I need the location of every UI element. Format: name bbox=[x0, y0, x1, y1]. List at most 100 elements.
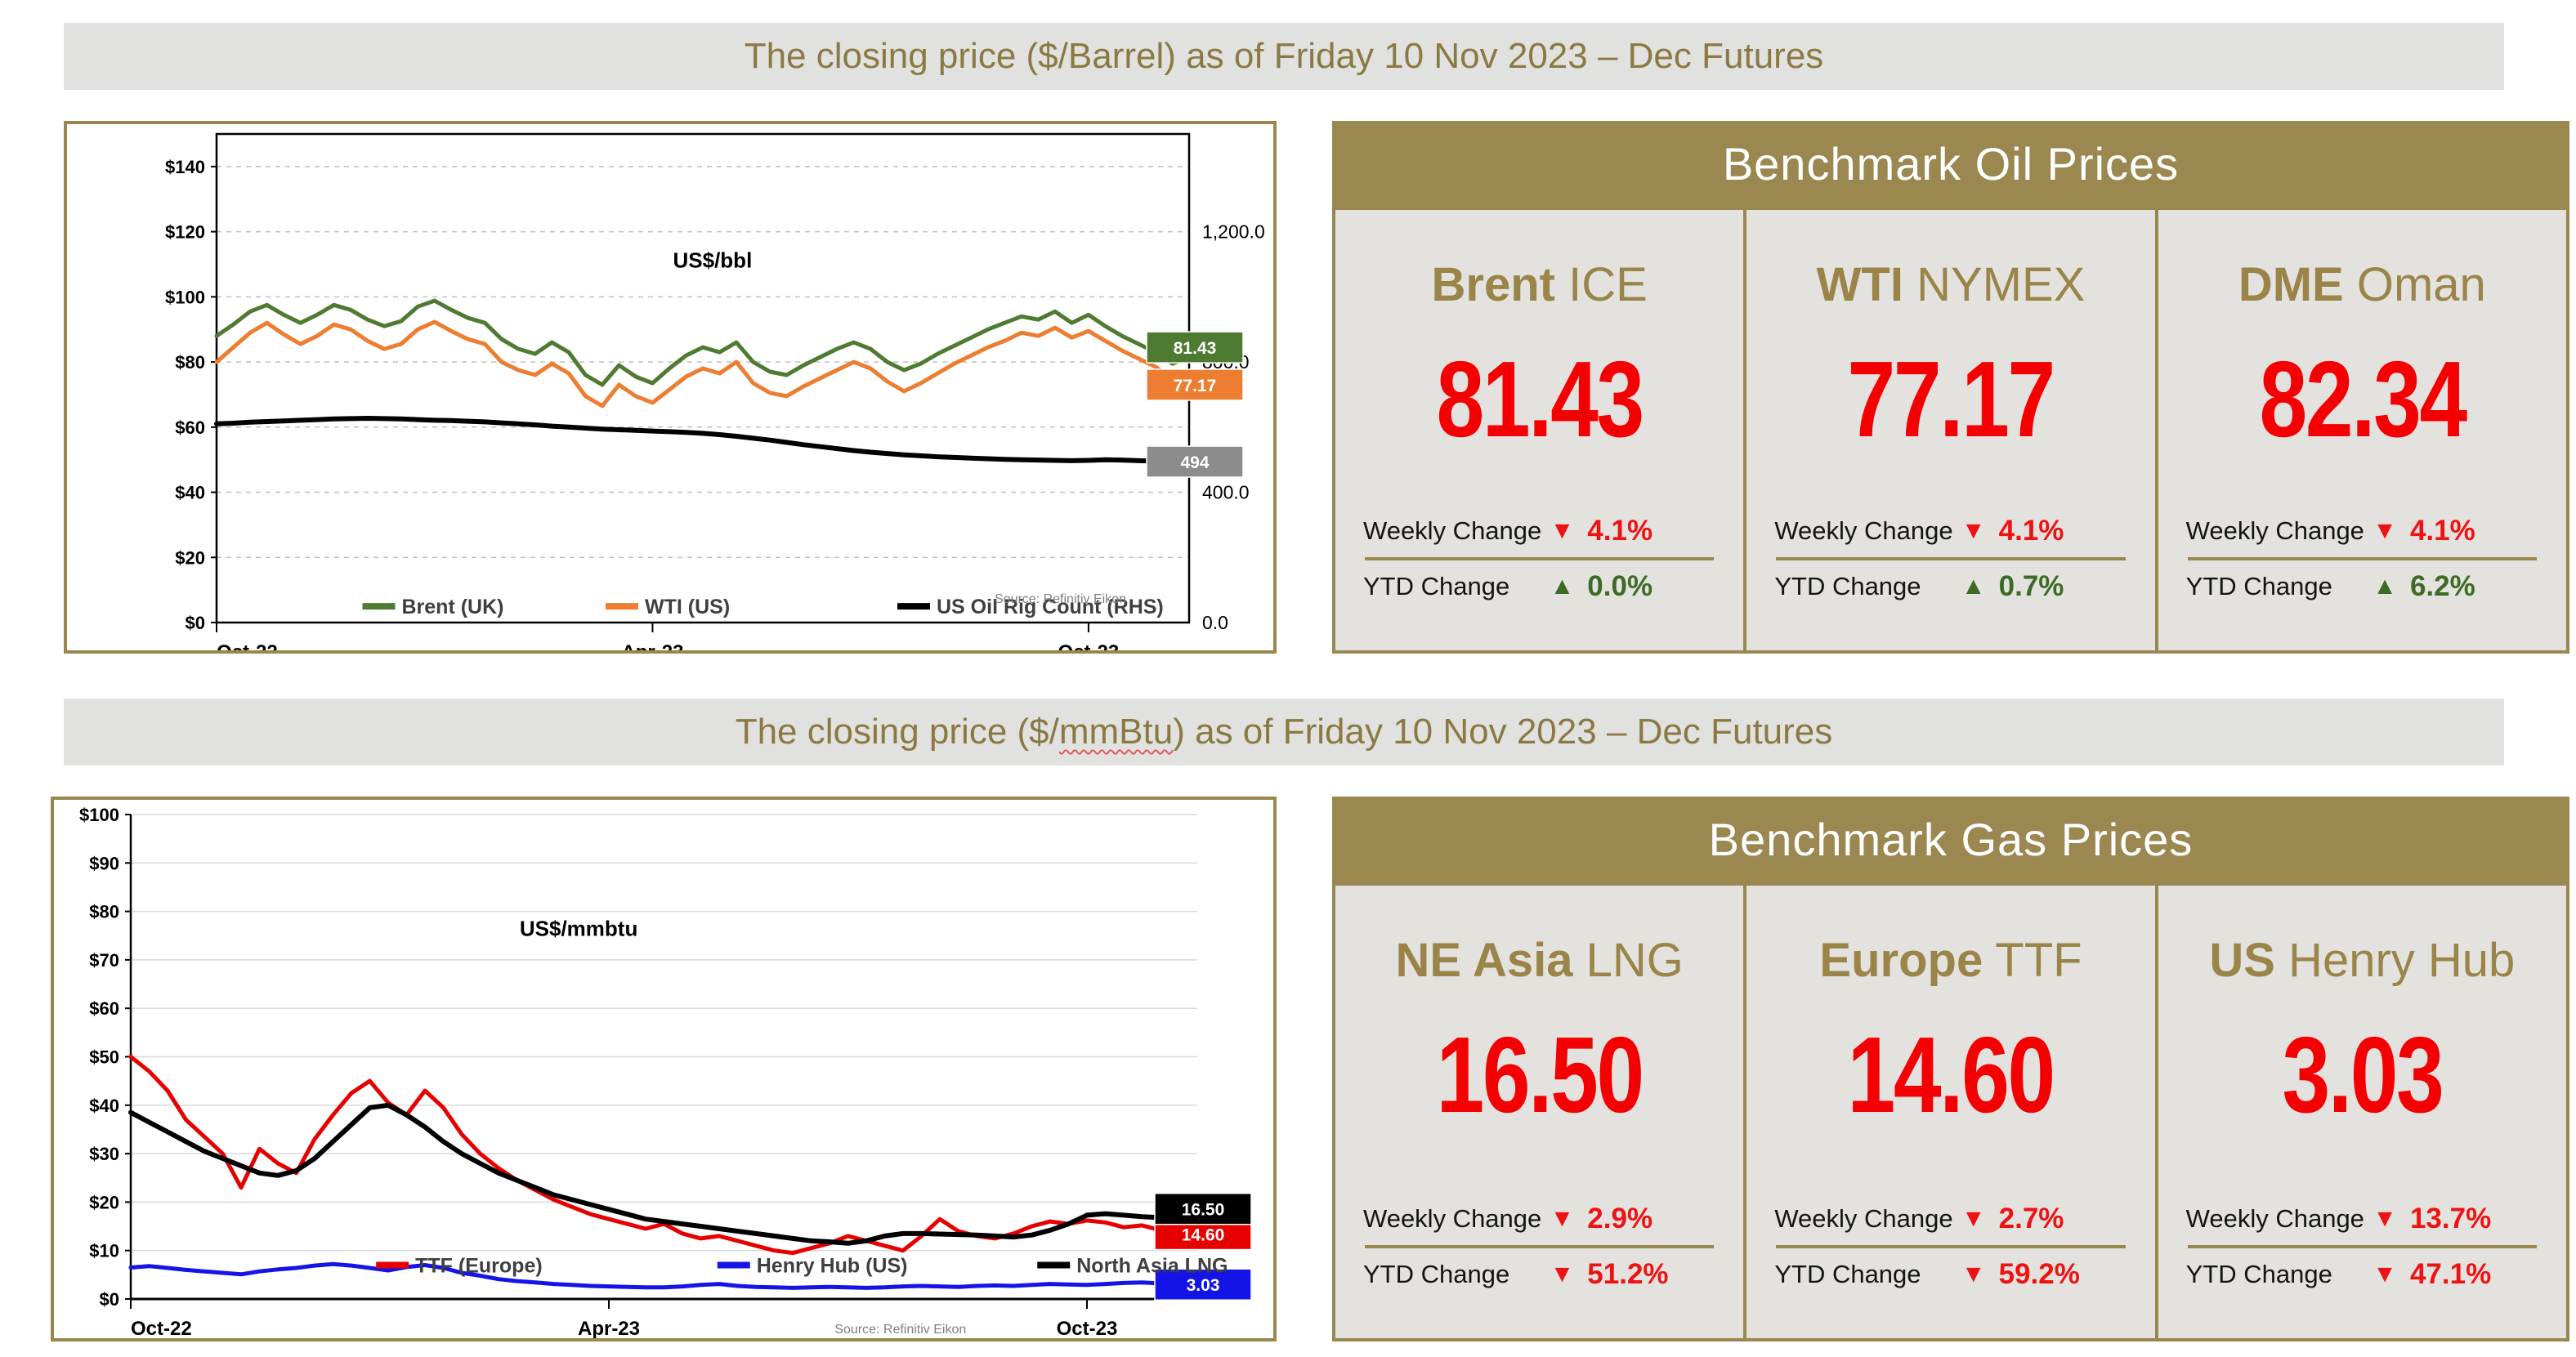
up-triangle-icon: ▲ bbox=[1961, 573, 1986, 600]
svg-text:Oct-22: Oct-22 bbox=[217, 641, 278, 650]
weekly-change-row: Weekly Change ▼ 2.7% bbox=[1774, 1198, 2127, 1240]
svg-text:77.17: 77.17 bbox=[1174, 377, 1217, 395]
column-title-rest: Oman bbox=[2343, 258, 2486, 311]
weekly-change-row: Weekly Change ▼ 13.7% bbox=[2186, 1198, 2538, 1240]
benchmark-gas-panel-body: NE Asia LNG 16.50 Weekly Change ▼ 2.9% YT… bbox=[1332, 882, 2569, 1341]
change-rows: Weekly Change ▼ 2.7% YTD Change ▼ 59.2% bbox=[1746, 1198, 2154, 1338]
weekly-change-label: Weekly Change bbox=[2185, 1204, 2364, 1233]
column-title-rest: Henry Hub bbox=[2274, 934, 2516, 987]
benchmark-column-neasia-lng: NE Asia LNG 16.50 Weekly Change ▼ 2.9% YT… bbox=[1335, 886, 1744, 1338]
column-title-rest: ICE bbox=[1554, 258, 1648, 311]
ytd-change-value: 0.0% bbox=[1587, 570, 1653, 602]
column-title-bold: Brent bbox=[1431, 258, 1555, 311]
oil-price-chart: $0$20$40$60$80$100$120$1400.0400.0800.01… bbox=[165, 132, 1265, 650]
column-title: Europe TTF bbox=[1819, 933, 2082, 988]
svg-text:$0: $0 bbox=[100, 1289, 119, 1310]
svg-text:Henry Hub (US): Henry Hub (US) bbox=[757, 1254, 908, 1277]
column-title: DME Oman bbox=[2238, 257, 2486, 312]
ytd-change-label: YTD Change bbox=[2185, 572, 2332, 600]
gas-banner-title-pre: The closing price ($/ bbox=[735, 712, 1059, 752]
svg-text:WTI (US): WTI (US) bbox=[645, 596, 730, 618]
svg-text:$30: $30 bbox=[89, 1144, 119, 1164]
svg-text:$70: $70 bbox=[89, 950, 119, 971]
column-title-bold: WTI bbox=[1816, 258, 1903, 311]
row-divider bbox=[1365, 557, 1715, 560]
down-triangle-icon: ▼ bbox=[1961, 517, 1986, 544]
gas-price-chart-card: $0 $10 $20 $30 $40 $50 $60 $70 $80 $90 $100 Oct-22 A… bbox=[51, 797, 1277, 1341]
down-triangle-icon: ▼ bbox=[1550, 517, 1575, 544]
up-triangle-icon: ▲ bbox=[1550, 573, 1575, 600]
gas-banner-title-unit: mmBtu bbox=[1058, 712, 1174, 752]
benchmark-column-us-henry-hub: US Henry Hub 3.03 Weekly Change ▼ 13.7% Y… bbox=[2158, 886, 2566, 1338]
svg-text:$100: $100 bbox=[79, 805, 119, 825]
column-title-rest: NYMEX bbox=[1903, 258, 2086, 311]
price-value: 77.17 bbox=[1847, 339, 2056, 459]
down-triangle-icon: ▼ bbox=[1550, 1205, 1575, 1232]
svg-text:14.60: 14.60 bbox=[1182, 1226, 1225, 1245]
up-triangle-icon: ▲ bbox=[2373, 573, 2397, 600]
ytd-change-row: YTD Change ▲ 0.7% bbox=[1774, 565, 2127, 608]
svg-text:Apr-23: Apr-23 bbox=[578, 1318, 640, 1338]
column-title-rest: LNG bbox=[1572, 934, 1684, 987]
price-value: 81.43 bbox=[1436, 339, 1645, 459]
ytd-change-label: YTD Change bbox=[2185, 1260, 2332, 1288]
svg-text:$60: $60 bbox=[175, 417, 205, 438]
ytd-change-value: 0.7% bbox=[1998, 570, 2064, 602]
column-title: US Henry Hub bbox=[2209, 933, 2515, 988]
ytd-change-value: 47.1% bbox=[2409, 1258, 2492, 1290]
weekly-change-value: 2.9% bbox=[1587, 1203, 1653, 1234]
svg-text:3.03: 3.03 bbox=[1187, 1276, 1220, 1295]
row-divider bbox=[1776, 1245, 2126, 1248]
price-value: 82.34 bbox=[2259, 339, 2467, 459]
weekly-change-value: 4.1% bbox=[2409, 515, 2475, 547]
change-rows: Weekly Change ▼ 4.1% YTD Change ▲ 6.2% bbox=[2158, 510, 2566, 650]
benchmark-oil-panel-header: Benchmark Oil Prices bbox=[1332, 121, 2569, 207]
column-title-rest: TTF bbox=[1983, 934, 2082, 987]
column-title: WTI NYMEX bbox=[1817, 257, 2086, 312]
weekly-change-value: 2.7% bbox=[1998, 1203, 2064, 1234]
gas-banner-title-post: ) as of Friday 10 Nov 2023 – Dec Futures bbox=[1173, 712, 1833, 752]
svg-text:$20: $20 bbox=[175, 547, 205, 568]
svg-text:$80: $80 bbox=[175, 352, 205, 373]
ytd-change-row: YTD Change ▼ 51.2% bbox=[1363, 1253, 1715, 1296]
svg-text:$60: $60 bbox=[89, 998, 119, 1019]
svg-text:Source: Refinitiv Eikon: Source: Refinitiv Eikon bbox=[834, 1323, 966, 1337]
weekly-change-row: Weekly Change ▼ 4.1% bbox=[1774, 510, 2127, 552]
down-triangle-icon: ▼ bbox=[1550, 1261, 1575, 1288]
row-divider bbox=[1365, 1245, 1715, 1248]
column-title-bold: US bbox=[2209, 934, 2275, 987]
svg-text:$50: $50 bbox=[89, 1047, 119, 1068]
svg-text:$40: $40 bbox=[175, 483, 205, 503]
down-triangle-icon: ▼ bbox=[2373, 1261, 2397, 1288]
benchmark-gas-panel-header: Benchmark Gas Prices bbox=[1332, 797, 2569, 882]
ytd-change-row: YTD Change ▲ 6.2% bbox=[2186, 565, 2538, 608]
row-divider bbox=[2187, 1245, 2537, 1248]
ytd-change-value: 6.2% bbox=[2409, 570, 2475, 602]
svg-text:400.0: 400.0 bbox=[1202, 482, 1250, 503]
ytd-change-value: 59.2% bbox=[1998, 1258, 2080, 1290]
weekly-change-label: Weekly Change bbox=[1363, 1204, 1542, 1233]
benchmark-gas-panel: Benchmark Gas Prices NE Asia LNG 16.50 W… bbox=[1332, 797, 2569, 1341]
svg-text:Oct-22: Oct-22 bbox=[131, 1318, 192, 1338]
column-title-bold: Europe bbox=[1819, 934, 1983, 987]
svg-text:US$/mmbtu: US$/mmbtu bbox=[520, 916, 637, 940]
gas-price-chart: $0 $10 $20 $30 $40 $50 $60 $70 $80 $90 $100 Oct-22 A… bbox=[79, 805, 1252, 1338]
svg-text:$0: $0 bbox=[186, 613, 205, 633]
down-triangle-icon: ▼ bbox=[2373, 1205, 2397, 1232]
price-value: 3.03 bbox=[2282, 1015, 2444, 1135]
svg-text:$80: $80 bbox=[89, 902, 119, 922]
svg-text:$100: $100 bbox=[165, 287, 205, 307]
ytd-change-value: 51.2% bbox=[1587, 1258, 1669, 1290]
ytd-change-label: YTD Change bbox=[1363, 1260, 1510, 1288]
svg-text:US Oil Rig Count (RHS): US Oil Rig Count (RHS) bbox=[937, 596, 1164, 618]
oil-section-banner: The closing price ($/Barrel) as of Frida… bbox=[64, 23, 2504, 90]
svg-text:Oct-23: Oct-23 bbox=[1058, 641, 1120, 650]
weekly-change-value: 4.1% bbox=[1998, 515, 2064, 547]
ytd-change-row: YTD Change ▼ 59.2% bbox=[1774, 1253, 2127, 1296]
svg-text:Apr-23: Apr-23 bbox=[621, 641, 683, 650]
gas-section-banner: The closing price ($/mmBtu) as of Friday… bbox=[64, 699, 2504, 766]
svg-text:Brent (UK): Brent (UK) bbox=[402, 596, 504, 618]
svg-text:$140: $140 bbox=[165, 157, 205, 177]
weekly-change-value: 13.7% bbox=[2409, 1203, 2492, 1234]
